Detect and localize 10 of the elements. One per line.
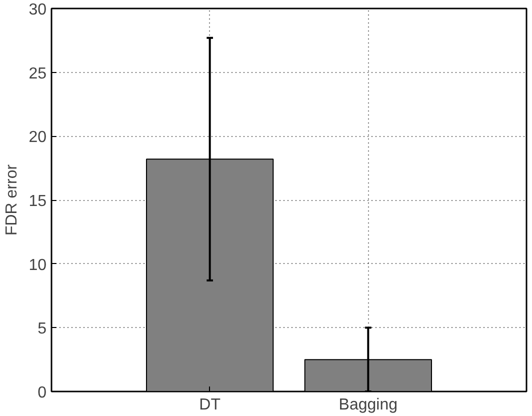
y-tick-label: 10 bbox=[28, 256, 47, 274]
y-tick-label: 20 bbox=[28, 129, 47, 146]
x-tick-label: Bagging bbox=[338, 396, 398, 414]
y-tick-label: 25 bbox=[28, 65, 47, 82]
x-tick-label: DT bbox=[199, 396, 221, 414]
y-tick-label: 15 bbox=[28, 193, 47, 210]
y-axis-title: FDR error bbox=[4, 164, 21, 236]
y-tick-label: 5 bbox=[38, 320, 47, 338]
y-tick-label: 30 bbox=[28, 2, 47, 18]
y-tick-label: 0 bbox=[38, 384, 47, 402]
